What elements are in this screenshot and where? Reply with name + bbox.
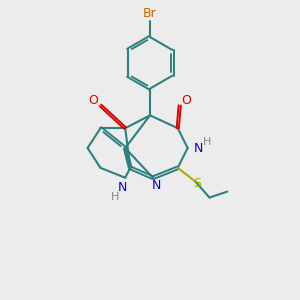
Text: N: N [118, 181, 127, 194]
Text: N: N [194, 142, 203, 154]
Text: O: O [88, 94, 98, 107]
Text: H: H [203, 137, 212, 147]
Text: S: S [194, 177, 202, 190]
Text: H: H [111, 192, 119, 202]
Text: O: O [182, 94, 192, 107]
Text: Br: Br [143, 7, 157, 20]
Text: N: N [151, 179, 160, 192]
